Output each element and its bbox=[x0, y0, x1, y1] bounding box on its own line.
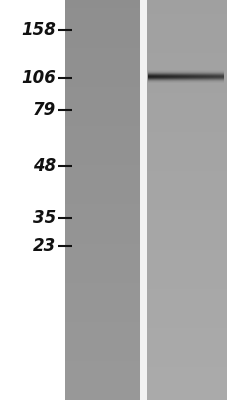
Bar bbox=[140, 0, 146, 400]
Text: 48: 48 bbox=[32, 157, 56, 175]
Text: 106: 106 bbox=[21, 69, 56, 87]
Text: 23: 23 bbox=[32, 237, 56, 255]
Text: 158: 158 bbox=[21, 21, 56, 39]
Text: 35: 35 bbox=[32, 209, 56, 227]
Bar bbox=[0, 0, 65, 400]
Text: 79: 79 bbox=[32, 101, 56, 119]
